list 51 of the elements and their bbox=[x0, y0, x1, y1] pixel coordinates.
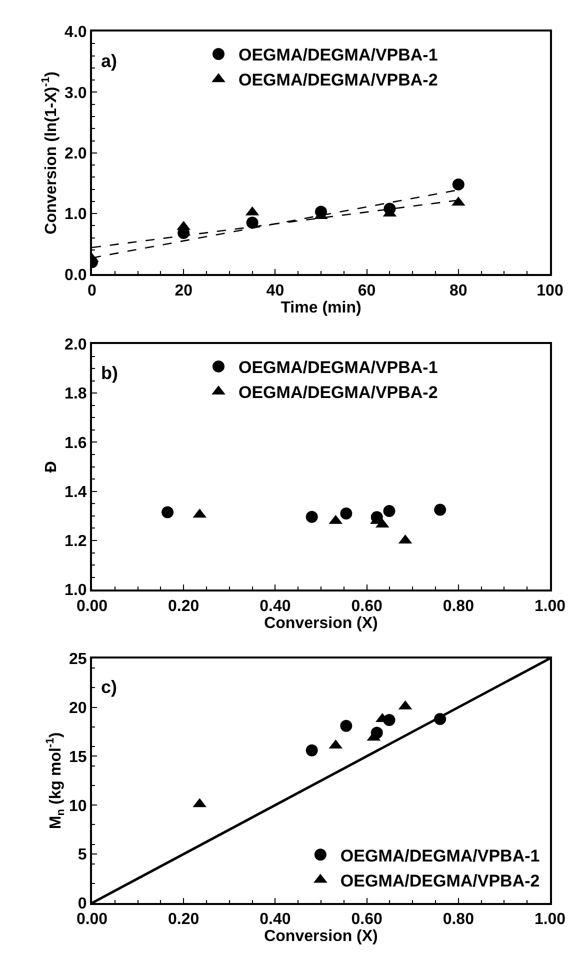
x-tick-label: 0.60 bbox=[351, 598, 382, 615]
y-tick-label: 20 bbox=[69, 700, 87, 717]
legend-label: OEGMA/DEGMA/VPBA-2 bbox=[340, 871, 540, 890]
x-tick-label: 1.00 bbox=[534, 911, 566, 928]
x-tick-label: 0.40 bbox=[260, 911, 291, 928]
y-tick-label: 3.0 bbox=[64, 84, 87, 102]
x-tick-label: 100 bbox=[536, 282, 564, 300]
point bbox=[452, 178, 464, 190]
x-tick-label: 0.60 bbox=[351, 911, 382, 928]
legend-label: OEGMA/DEGMA/VPBA-1 bbox=[238, 358, 438, 378]
y-tick-label: 2.0 bbox=[64, 145, 87, 162]
x-tick-label: 40 bbox=[266, 282, 284, 300]
point bbox=[306, 744, 318, 756]
y-tick-label: 4.0 bbox=[64, 24, 87, 42]
legend-label: OEGMA/DEGMA/VPBA-1 bbox=[238, 46, 438, 65]
y-tick-label: 1.4 bbox=[64, 484, 87, 501]
annotation: b) bbox=[101, 363, 118, 383]
point bbox=[246, 216, 258, 229]
x-tick-label: 80 bbox=[450, 282, 468, 300]
y-tick-label: 10 bbox=[69, 798, 87, 815]
y-tick-label: 1.0 bbox=[64, 206, 87, 224]
annotation: a) bbox=[101, 51, 118, 71]
x-tick-label: 60 bbox=[358, 282, 376, 300]
x-tick-label: 0.00 bbox=[76, 598, 108, 615]
y-tick-label: 1.2 bbox=[64, 533, 87, 550]
x-axis-title: Conversion (X) bbox=[264, 614, 378, 632]
x-tick-label: 0.80 bbox=[442, 911, 474, 928]
y-tick-label: 1.8 bbox=[64, 386, 87, 403]
x-tick-label: 0.80 bbox=[442, 598, 474, 615]
y-tick-label: 5 bbox=[78, 846, 87, 864]
y-tick-label: 0 bbox=[78, 896, 87, 913]
x-tick-label: 1.00 bbox=[534, 598, 566, 615]
x-tick-label: 0.40 bbox=[260, 598, 291, 615]
y-tick-label: 25 bbox=[69, 650, 87, 668]
legend-label: OEGMA/DEGMA/VPBA-2 bbox=[238, 70, 438, 90]
x-tick-label: 0.20 bbox=[168, 598, 200, 615]
x-tick-label: 0.00 bbox=[76, 911, 108, 928]
y-axis-title: Đ bbox=[42, 461, 60, 473]
y-tick-label: 1.0 bbox=[64, 582, 87, 600]
y-tick-label: 15 bbox=[69, 748, 87, 766]
legend-label: OEGMA/DEGMA/VPBA-2 bbox=[238, 383, 438, 402]
y-tick-label: 2.0 bbox=[64, 336, 87, 354]
legend-label: OEGMA/DEGMA/VPBA-1 bbox=[340, 846, 540, 866]
x-tick-label: 0.20 bbox=[168, 911, 200, 928]
annotation: c) bbox=[101, 677, 118, 697]
y-tick-label: 0.0 bbox=[64, 266, 87, 284]
x-axis-title: Time (min) bbox=[280, 299, 362, 316]
x-axis-title: Conversion (X) bbox=[264, 928, 378, 946]
point bbox=[340, 720, 352, 732]
x-tick-label: 20 bbox=[174, 282, 193, 300]
y-tick-label: 1.6 bbox=[64, 434, 87, 452]
